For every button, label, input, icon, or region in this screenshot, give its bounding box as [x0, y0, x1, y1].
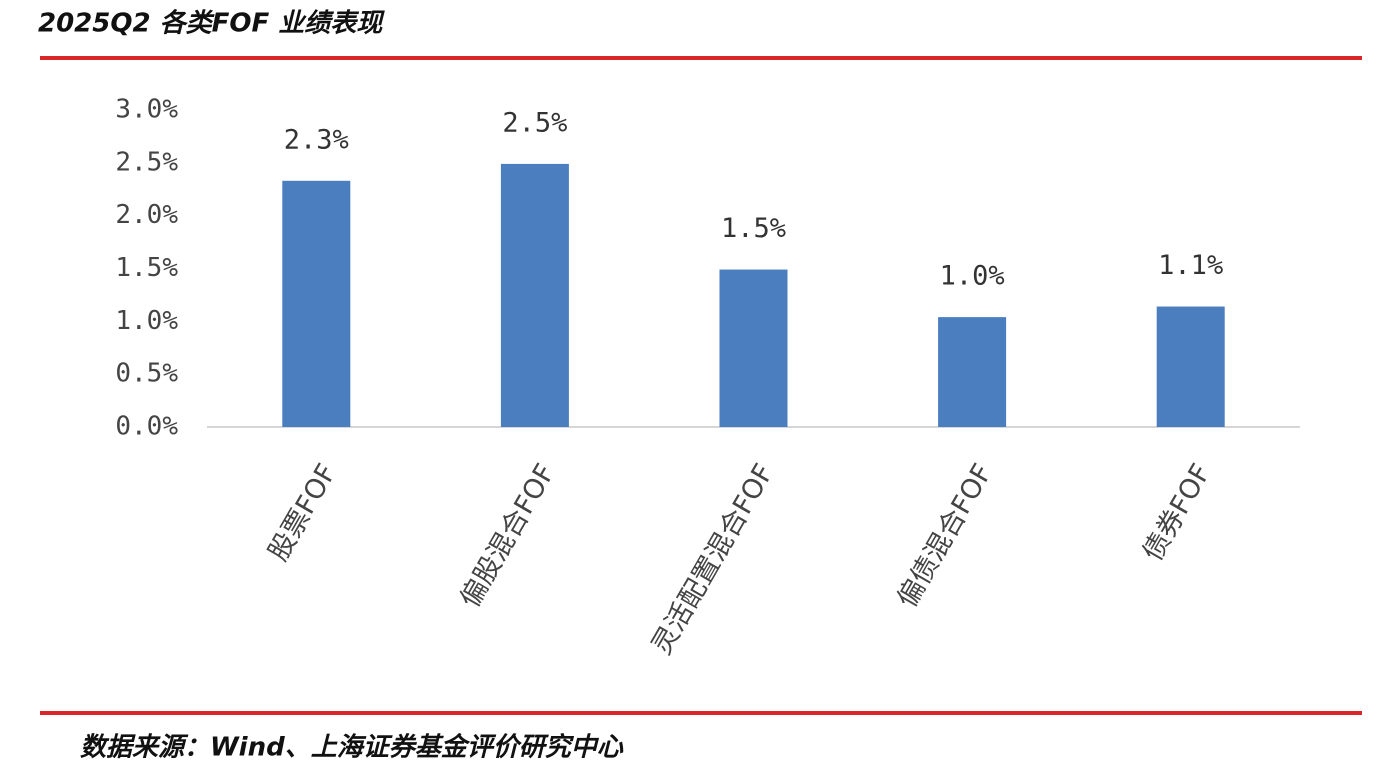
bar — [1156, 306, 1225, 427]
bar — [938, 317, 1007, 427]
y-tick-label: 0.0% — [115, 412, 178, 442]
y-tick-label: 1.5% — [115, 253, 178, 283]
value-label: 1.1% — [1158, 250, 1223, 281]
y-tick-label: 2.0% — [115, 200, 178, 230]
source-note: 数据来源：Wind、上海证券基金评价研究中心 — [80, 733, 624, 763]
value-label: 2.5% — [502, 107, 567, 138]
y-tick-label: 0.5% — [115, 359, 178, 389]
value-label: 1.5% — [721, 213, 786, 244]
value-label: 2.3% — [284, 124, 349, 155]
bar — [719, 269, 788, 427]
bar — [282, 180, 351, 427]
y-tick-label: 2.5% — [115, 147, 178, 177]
chart-title: 2025Q2 各类FOF 业绩表现 — [38, 9, 385, 39]
bar — [500, 163, 569, 427]
value-label: 1.0% — [940, 261, 1005, 292]
y-tick-label: 1.0% — [115, 306, 178, 336]
y-tick-label: 3.0% — [115, 95, 178, 125]
